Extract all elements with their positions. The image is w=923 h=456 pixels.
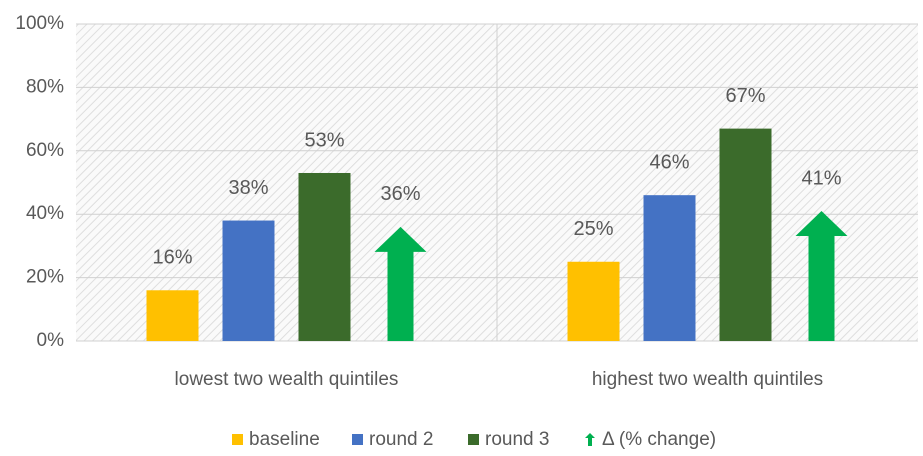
value-label: 53% (304, 129, 344, 151)
value-label: 16% (152, 247, 192, 269)
arrow (795, 211, 848, 341)
legend-marker (232, 434, 243, 445)
y-tick-label: 60% (26, 140, 64, 161)
x-tick-label: highest two wealth quintiles (592, 369, 823, 390)
value-label: 38% (228, 177, 268, 199)
y-tick-label: 20% (26, 267, 64, 288)
bar (298, 172, 351, 341)
legend-label: round 3 (485, 429, 549, 450)
value-label: 67% (725, 85, 765, 107)
bar (719, 128, 772, 341)
value-label: 41% (801, 167, 841, 189)
y-tick-label: 40% (26, 203, 64, 224)
y-tick-label: 0% (37, 330, 65, 351)
legend-marker (352, 434, 363, 445)
legend-marker (468, 434, 479, 445)
legend-label: round 2 (369, 429, 433, 450)
legend-label: baseline (249, 429, 320, 450)
legend-marker (585, 433, 595, 446)
y-tick-label: 100% (15, 13, 64, 34)
arrow (374, 226, 427, 341)
bar (146, 290, 199, 341)
y-tick-label: 80% (26, 76, 64, 97)
value-label: 36% (380, 183, 420, 205)
bar (567, 261, 620, 341)
bar (222, 220, 275, 341)
x-tick-label: lowest two wealth quintiles (175, 369, 399, 390)
value-label: 46% (649, 151, 689, 173)
legend-label: Δ (% change) (602, 429, 716, 450)
bar (643, 195, 696, 341)
value-label: 25% (573, 218, 613, 240)
